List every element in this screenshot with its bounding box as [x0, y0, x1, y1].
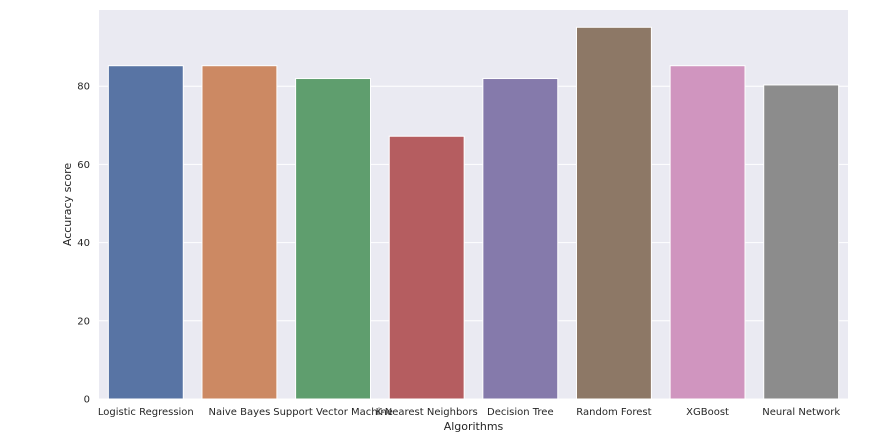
bar [201, 65, 278, 400]
y-axis-label: Accuracy score [61, 163, 74, 247]
x-tick-label: Decision Tree [487, 407, 554, 418]
bar [763, 84, 840, 400]
y-tick-label: 0 [84, 395, 90, 406]
x-axis-ticks: Logistic Regression Naive Bayes Support Ve… [98, 407, 841, 418]
x-axis-label: Algorithms [444, 420, 504, 433]
x-tick-label: Logistic Regression [98, 407, 194, 418]
y-axis-ticks: 0 20 40 60 80 [77, 82, 90, 406]
y-tick-label: 20 [77, 316, 90, 327]
bar [295, 78, 372, 400]
bar [575, 26, 652, 400]
x-tick-label: Support Vector Machine [273, 407, 393, 418]
bars [107, 26, 840, 400]
bar [388, 135, 465, 400]
y-tick-label: 80 [77, 82, 90, 93]
x-tick-label: K-Nearest Neighbors [376, 407, 478, 418]
x-tick-label: Random Forest [576, 407, 651, 418]
x-tick-label: Neural Network [762, 407, 840, 418]
bar [482, 78, 559, 400]
y-tick-label: 60 [77, 160, 90, 171]
y-tick-label: 40 [77, 238, 90, 249]
x-tick-label: Naive Bayes [208, 407, 270, 418]
bar [669, 65, 746, 400]
bar [107, 65, 184, 400]
x-tick-label: XGBoost [686, 407, 729, 418]
